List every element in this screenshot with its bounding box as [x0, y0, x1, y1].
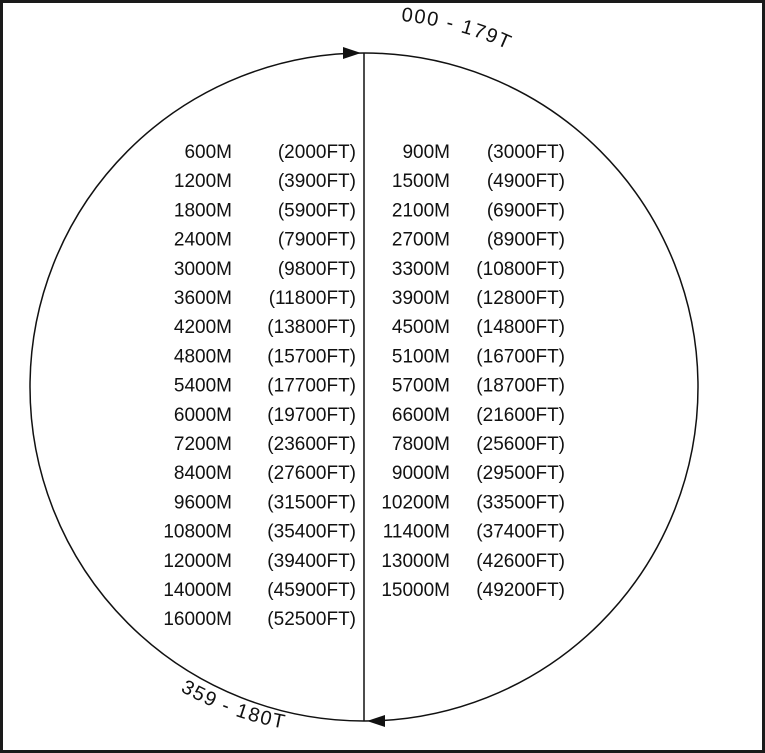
level-feet: (52500FT) [267, 609, 356, 630]
level-feet: (8900FT) [487, 230, 565, 251]
level-meters: 9000M [392, 463, 450, 484]
level-feet: (3900FT) [278, 171, 356, 192]
level-meters: 10800M [163, 522, 232, 543]
level-meters: 1200M [174, 171, 232, 192]
level-feet: (14800FT) [476, 317, 565, 338]
level-meters: 12000M [163, 551, 232, 572]
level-feet: (9800FT) [278, 259, 356, 280]
level-meters: 5100M [392, 346, 450, 367]
level-meters: 4200M [174, 317, 232, 338]
level-meters: 11400M [383, 522, 450, 543]
level-meters: 7800M [392, 434, 450, 455]
level-feet: (23600FT) [267, 434, 356, 455]
level-feet: (6900FT) [487, 200, 565, 221]
level-feet: (29500FT) [476, 463, 565, 484]
level-meters: 3300M [392, 259, 450, 280]
level-feet: (16700FT) [476, 346, 565, 367]
level-feet: (33500FT) [476, 492, 565, 513]
level-feet: (25600FT) [476, 434, 565, 455]
level-meters: 3600M [174, 288, 232, 309]
level-meters: 900M [402, 142, 450, 163]
level-feet: (7900FT) [278, 230, 356, 251]
level-meters: 9600M [174, 492, 232, 513]
level-feet: (21600FT) [476, 405, 565, 426]
level-feet: (11800FT) [269, 288, 356, 309]
level-feet: (10800FT) [476, 259, 565, 280]
level-feet: (19700FT) [267, 405, 356, 426]
level-feet: (35400FT) [267, 522, 356, 543]
level-meters: 4500M [392, 317, 450, 338]
level-feet: (2000FT) [278, 142, 356, 163]
level-meters: 3000M [174, 259, 232, 280]
level-meters: 7200M [174, 434, 232, 455]
westbound-arrow-icon [367, 715, 385, 727]
level-meters: 2100M [392, 200, 450, 221]
level-meters: 16000M [163, 609, 232, 630]
level-feet: (42600FT) [476, 551, 565, 572]
level-meters: 6000M [174, 405, 232, 426]
level-feet: (15700FT) [267, 346, 356, 367]
bottom-arc-label-text: 359 - 180T [178, 676, 287, 734]
level-meters: 13000M [381, 551, 450, 572]
level-feet: (45900FT) [267, 580, 356, 601]
level-meters: 600M [184, 142, 232, 163]
level-feet: (31500FT) [267, 492, 356, 513]
right-column-levels: 900M (3000FT) 1500M (4900FT) 2100M (6900FT) 27… [381, 142, 565, 601]
level-meters: 5700M [392, 376, 450, 397]
top-arc-label: 000 - 179T [400, 4, 515, 54]
level-feet: (37400FT) [476, 522, 565, 543]
level-feet: (4900FT) [487, 171, 565, 192]
cruising-level-diagram: 000 - 179T 359 - 180T 600M (2000FT) 1200M (… [29, 4, 699, 734]
level-meters: 6600M [392, 405, 450, 426]
level-meters: 14000M [163, 580, 232, 601]
top-arc-label-text: 000 - 179T [400, 4, 513, 54]
level-meters: 10200M [381, 492, 450, 513]
level-meters: 1800M [174, 200, 232, 221]
level-meters: 2700M [392, 230, 450, 251]
level-feet: (3000FT) [487, 142, 565, 163]
level-feet: (39400FT) [267, 551, 356, 572]
level-meters: 2400M [174, 230, 232, 251]
level-feet: (49200FT) [476, 580, 565, 601]
bottom-arc-label: 359 - 180T [178, 676, 289, 734]
level-meters: 8400M [174, 463, 232, 484]
level-meters: 1500M [392, 171, 450, 192]
level-feet: (27600FT) [267, 463, 356, 484]
level-meters: 15000M [381, 580, 450, 601]
level-meters: 4800M [174, 346, 232, 367]
level-feet: (13800FT) [267, 317, 356, 338]
level-meters: 3900M [392, 288, 450, 309]
level-meters: 5400M [174, 376, 232, 397]
level-feet: (5900FT) [278, 200, 356, 221]
level-feet: (18700FT) [476, 376, 565, 397]
left-column-levels: 600M (2000FT) 1200M (3900FT) 1800M (5900FT) 24… [163, 142, 356, 630]
level-feet: (12800FT) [476, 288, 565, 309]
level-feet: (17700FT) [267, 376, 356, 397]
eastbound-arrow-icon [343, 47, 361, 59]
